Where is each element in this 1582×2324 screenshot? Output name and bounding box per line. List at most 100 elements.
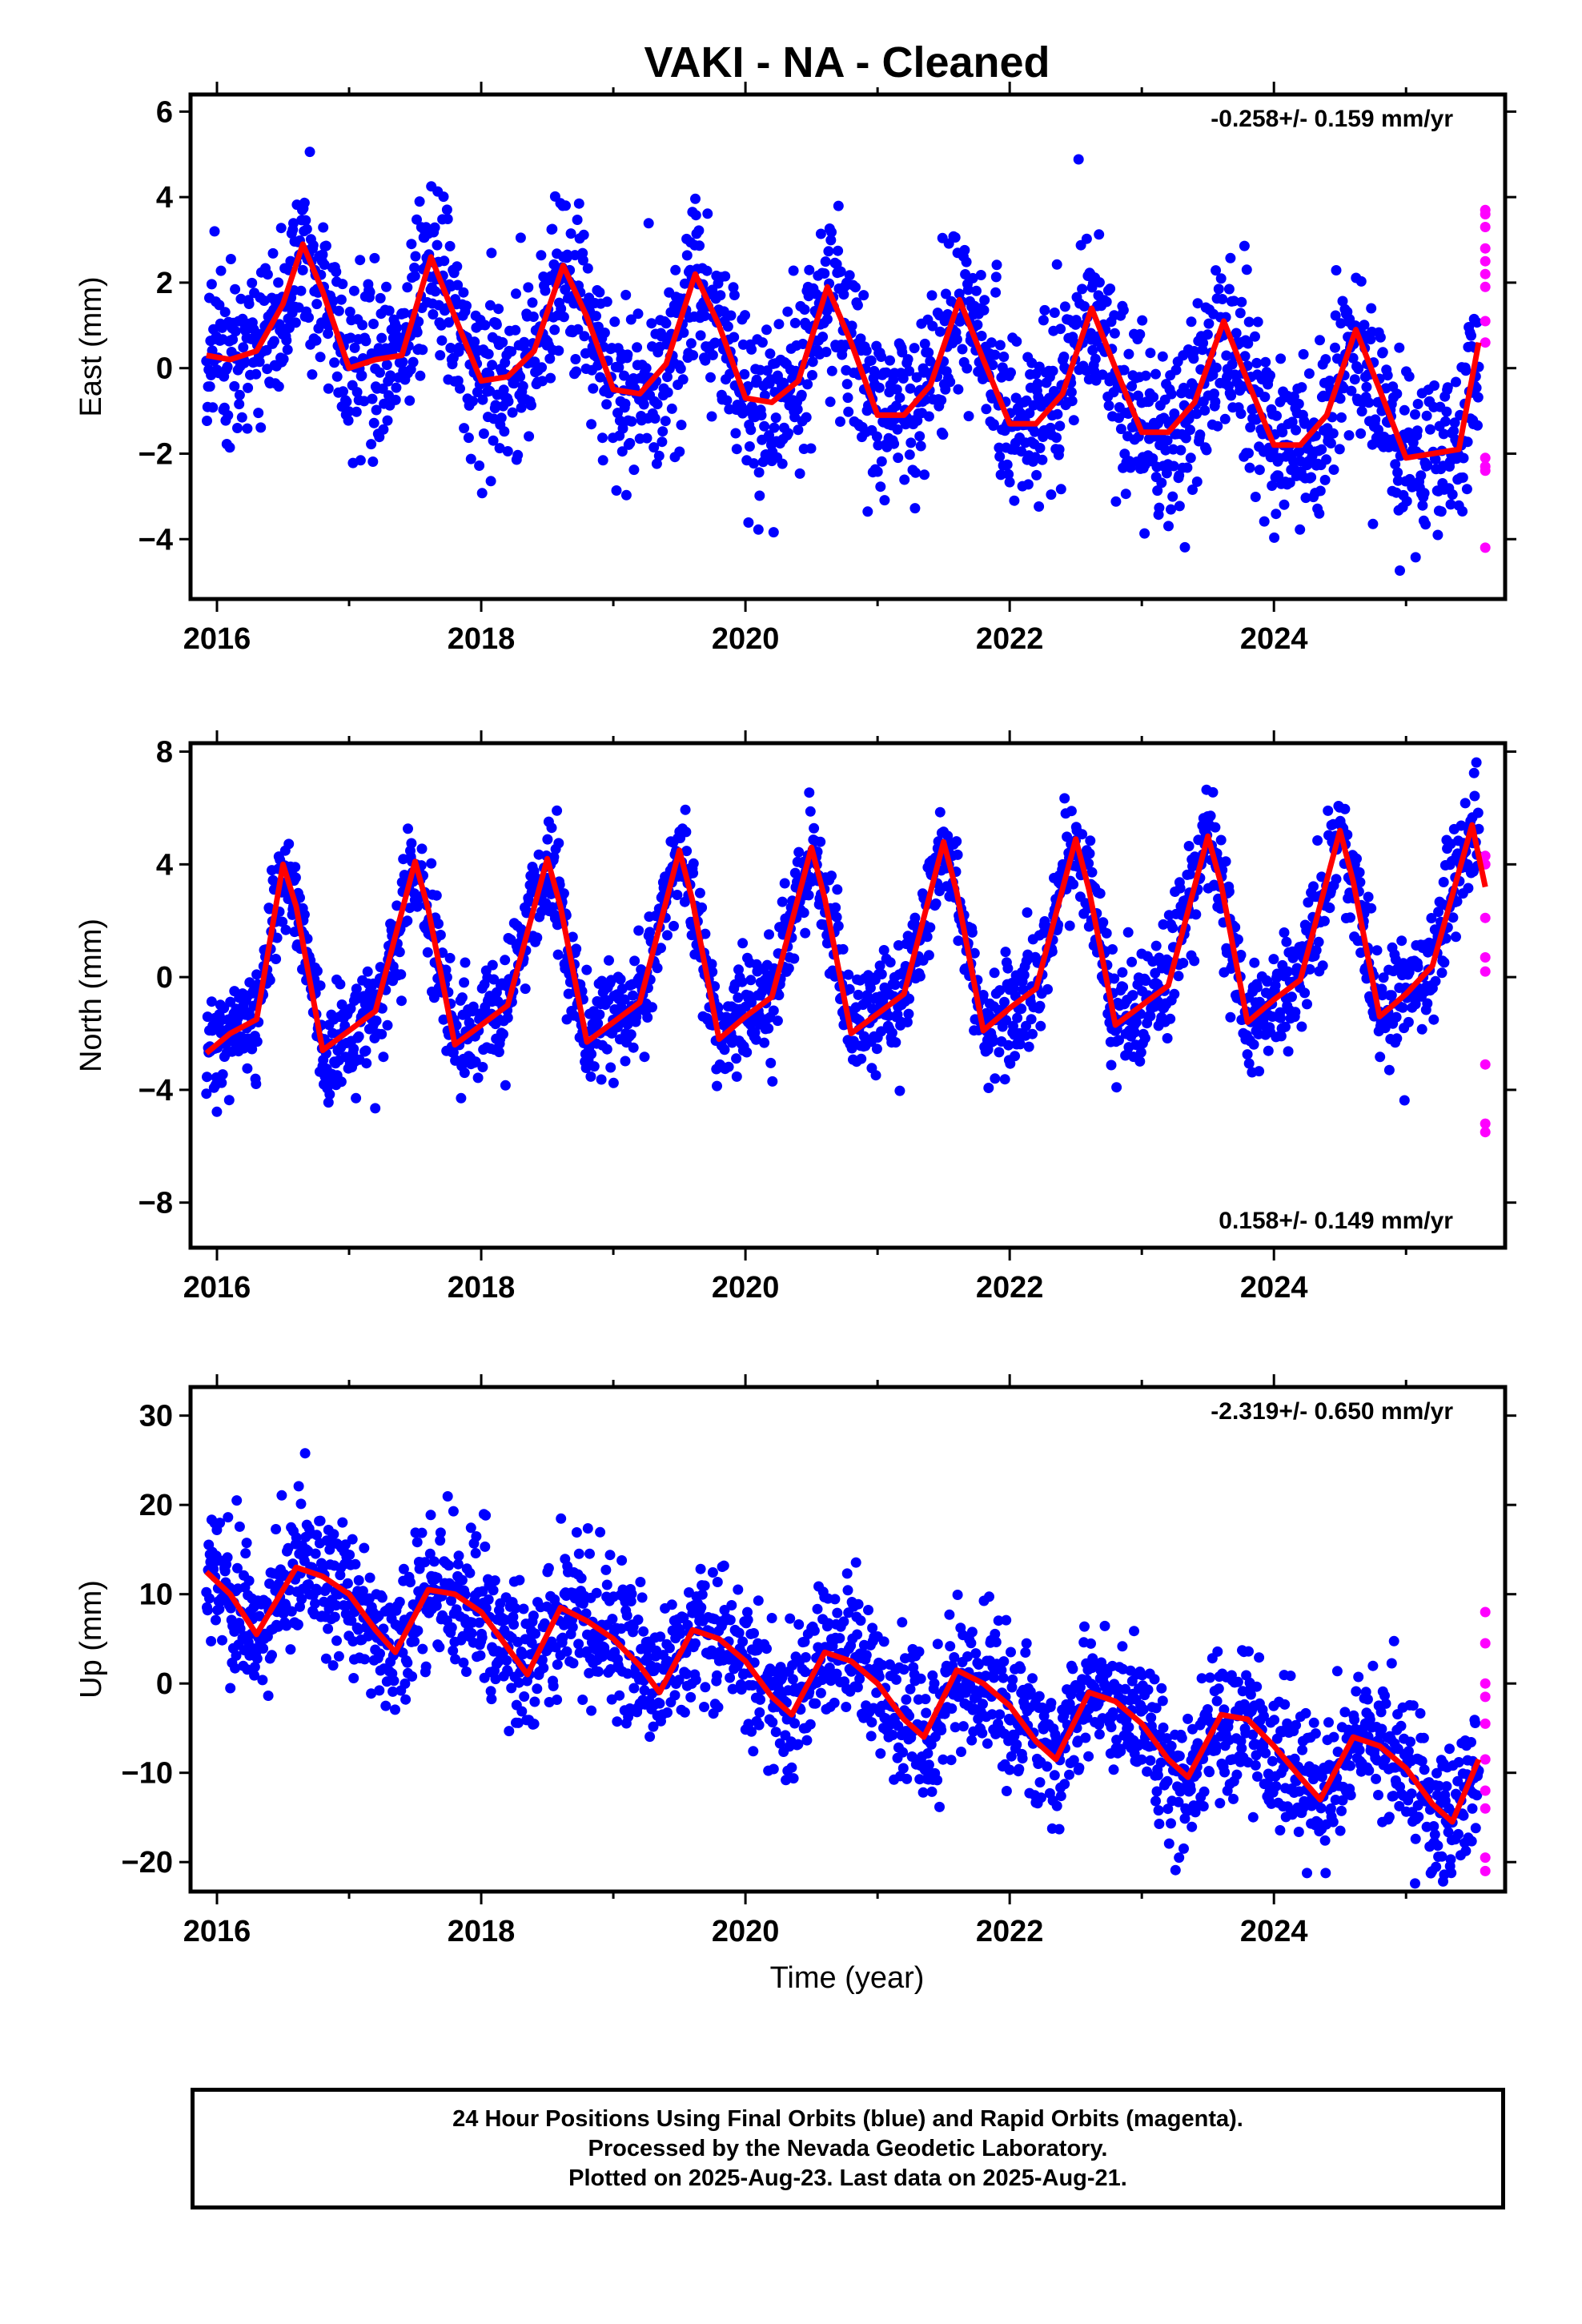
final-orbit-point [1024, 408, 1035, 419]
final-orbit-point [444, 1560, 455, 1571]
final-orbit-point [1462, 436, 1473, 448]
final-orbit-point [594, 1009, 605, 1020]
final-orbit-point [1349, 374, 1360, 385]
final-orbit-point [428, 1556, 440, 1567]
final-orbit-point [1145, 348, 1156, 359]
final-orbit-point [1130, 1017, 1142, 1027]
final-orbit-point [986, 337, 997, 348]
final-orbit-point [615, 974, 626, 985]
final-orbit-point [1241, 264, 1252, 275]
final-orbit-point [561, 1646, 572, 1657]
final-orbit-point [653, 450, 665, 461]
final-orbit-point [206, 279, 217, 290]
final-orbit-point [794, 468, 805, 479]
final-orbit-point [1422, 998, 1433, 1009]
final-orbit-point [290, 317, 301, 328]
final-orbit-point [1081, 233, 1092, 244]
final-orbit-point [720, 271, 731, 282]
y-tick-label: −2 [139, 437, 173, 471]
final-orbit-point [744, 441, 755, 452]
final-orbit-point [1016, 1003, 1027, 1015]
final-orbit-point [702, 208, 713, 219]
final-orbit-point [1472, 392, 1484, 403]
final-orbit-point [1447, 489, 1458, 500]
final-orbit-point [1185, 452, 1196, 464]
final-orbit-point [1421, 410, 1432, 421]
final-orbit-point [672, 890, 683, 900]
final-orbit-point [331, 1635, 342, 1647]
final-orbit-point [391, 382, 402, 393]
final-orbit-point [1221, 350, 1232, 361]
final-orbit-point [293, 1481, 304, 1492]
final-orbit-point [442, 1491, 453, 1502]
final-orbit-point [271, 1524, 282, 1534]
final-orbit-point [608, 1077, 619, 1088]
final-orbit-point [642, 1012, 653, 1023]
final-orbit-point [677, 374, 689, 385]
final-orbit-point [694, 240, 705, 251]
final-orbit-point [280, 924, 291, 935]
final-orbit-point [815, 228, 826, 239]
final-orbit-point [1003, 1039, 1014, 1051]
final-orbit-point [616, 1555, 628, 1566]
final-orbit-point [378, 424, 389, 435]
final-orbit-point [1134, 1055, 1146, 1067]
final-orbit-point [1161, 468, 1172, 479]
final-orbit-point [891, 400, 901, 412]
final-orbit-point [344, 1550, 355, 1561]
final-orbit-point [1182, 462, 1193, 473]
final-orbit-point [396, 995, 407, 1007]
final-orbit-point [1466, 330, 1476, 341]
final-orbit-point [335, 1076, 347, 1088]
final-orbit-point [764, 430, 774, 441]
final-orbit-point [891, 384, 902, 395]
final-orbit-point [1321, 454, 1332, 465]
y-tick-label: 4 [156, 848, 173, 882]
final-orbit-point [1282, 966, 1293, 977]
final-orbit-point [368, 417, 379, 428]
final-orbit-point [745, 975, 757, 986]
final-orbit-point [588, 1061, 600, 1072]
final-orbit-point [1109, 328, 1120, 339]
final-orbit-point [377, 383, 388, 394]
final-orbit-point [1288, 951, 1299, 963]
final-orbit-point [264, 903, 275, 915]
final-orbit-point [616, 446, 628, 457]
final-orbit-point [979, 295, 990, 306]
final-orbit-point [1249, 957, 1260, 968]
final-orbit-point [914, 971, 926, 982]
final-orbit-point [595, 1526, 606, 1538]
final-orbit-point [971, 285, 982, 296]
rapid-orbit-point [1480, 222, 1491, 232]
final-orbit-point [319, 259, 330, 270]
final-orbit-point [601, 1579, 612, 1590]
final-orbit-point [1046, 489, 1057, 501]
final-orbit-point [596, 1074, 607, 1085]
final-orbit-point [264, 975, 275, 986]
final-orbit-point [1302, 999, 1312, 1010]
final-orbit-point [331, 371, 343, 382]
final-orbit-point [1324, 903, 1335, 914]
final-orbit-point [865, 983, 876, 994]
final-orbit-point [1118, 304, 1129, 316]
final-orbit-point [945, 376, 956, 388]
final-orbit-point [1098, 917, 1109, 928]
final-orbit-point [275, 223, 287, 234]
final-orbit-point [542, 834, 553, 845]
final-orbit-point [988, 419, 999, 430]
rapid-orbit-point [1480, 452, 1491, 464]
final-orbit-point [487, 360, 498, 371]
final-orbit-point [1189, 955, 1200, 967]
final-orbit-point [536, 362, 548, 373]
final-orbit-point [889, 979, 901, 991]
final-orbit-point [763, 1023, 774, 1034]
final-orbit-point [853, 989, 864, 1000]
final-orbit-point [486, 1694, 497, 1705]
final-orbit-point [573, 198, 584, 209]
final-orbit-point [300, 215, 311, 226]
final-orbit-point [789, 953, 800, 964]
rapid-orbit-point [1480, 243, 1491, 254]
y-tick-label: −8 [139, 1187, 173, 1220]
final-orbit-point [825, 235, 837, 246]
final-orbit-point [474, 460, 485, 471]
